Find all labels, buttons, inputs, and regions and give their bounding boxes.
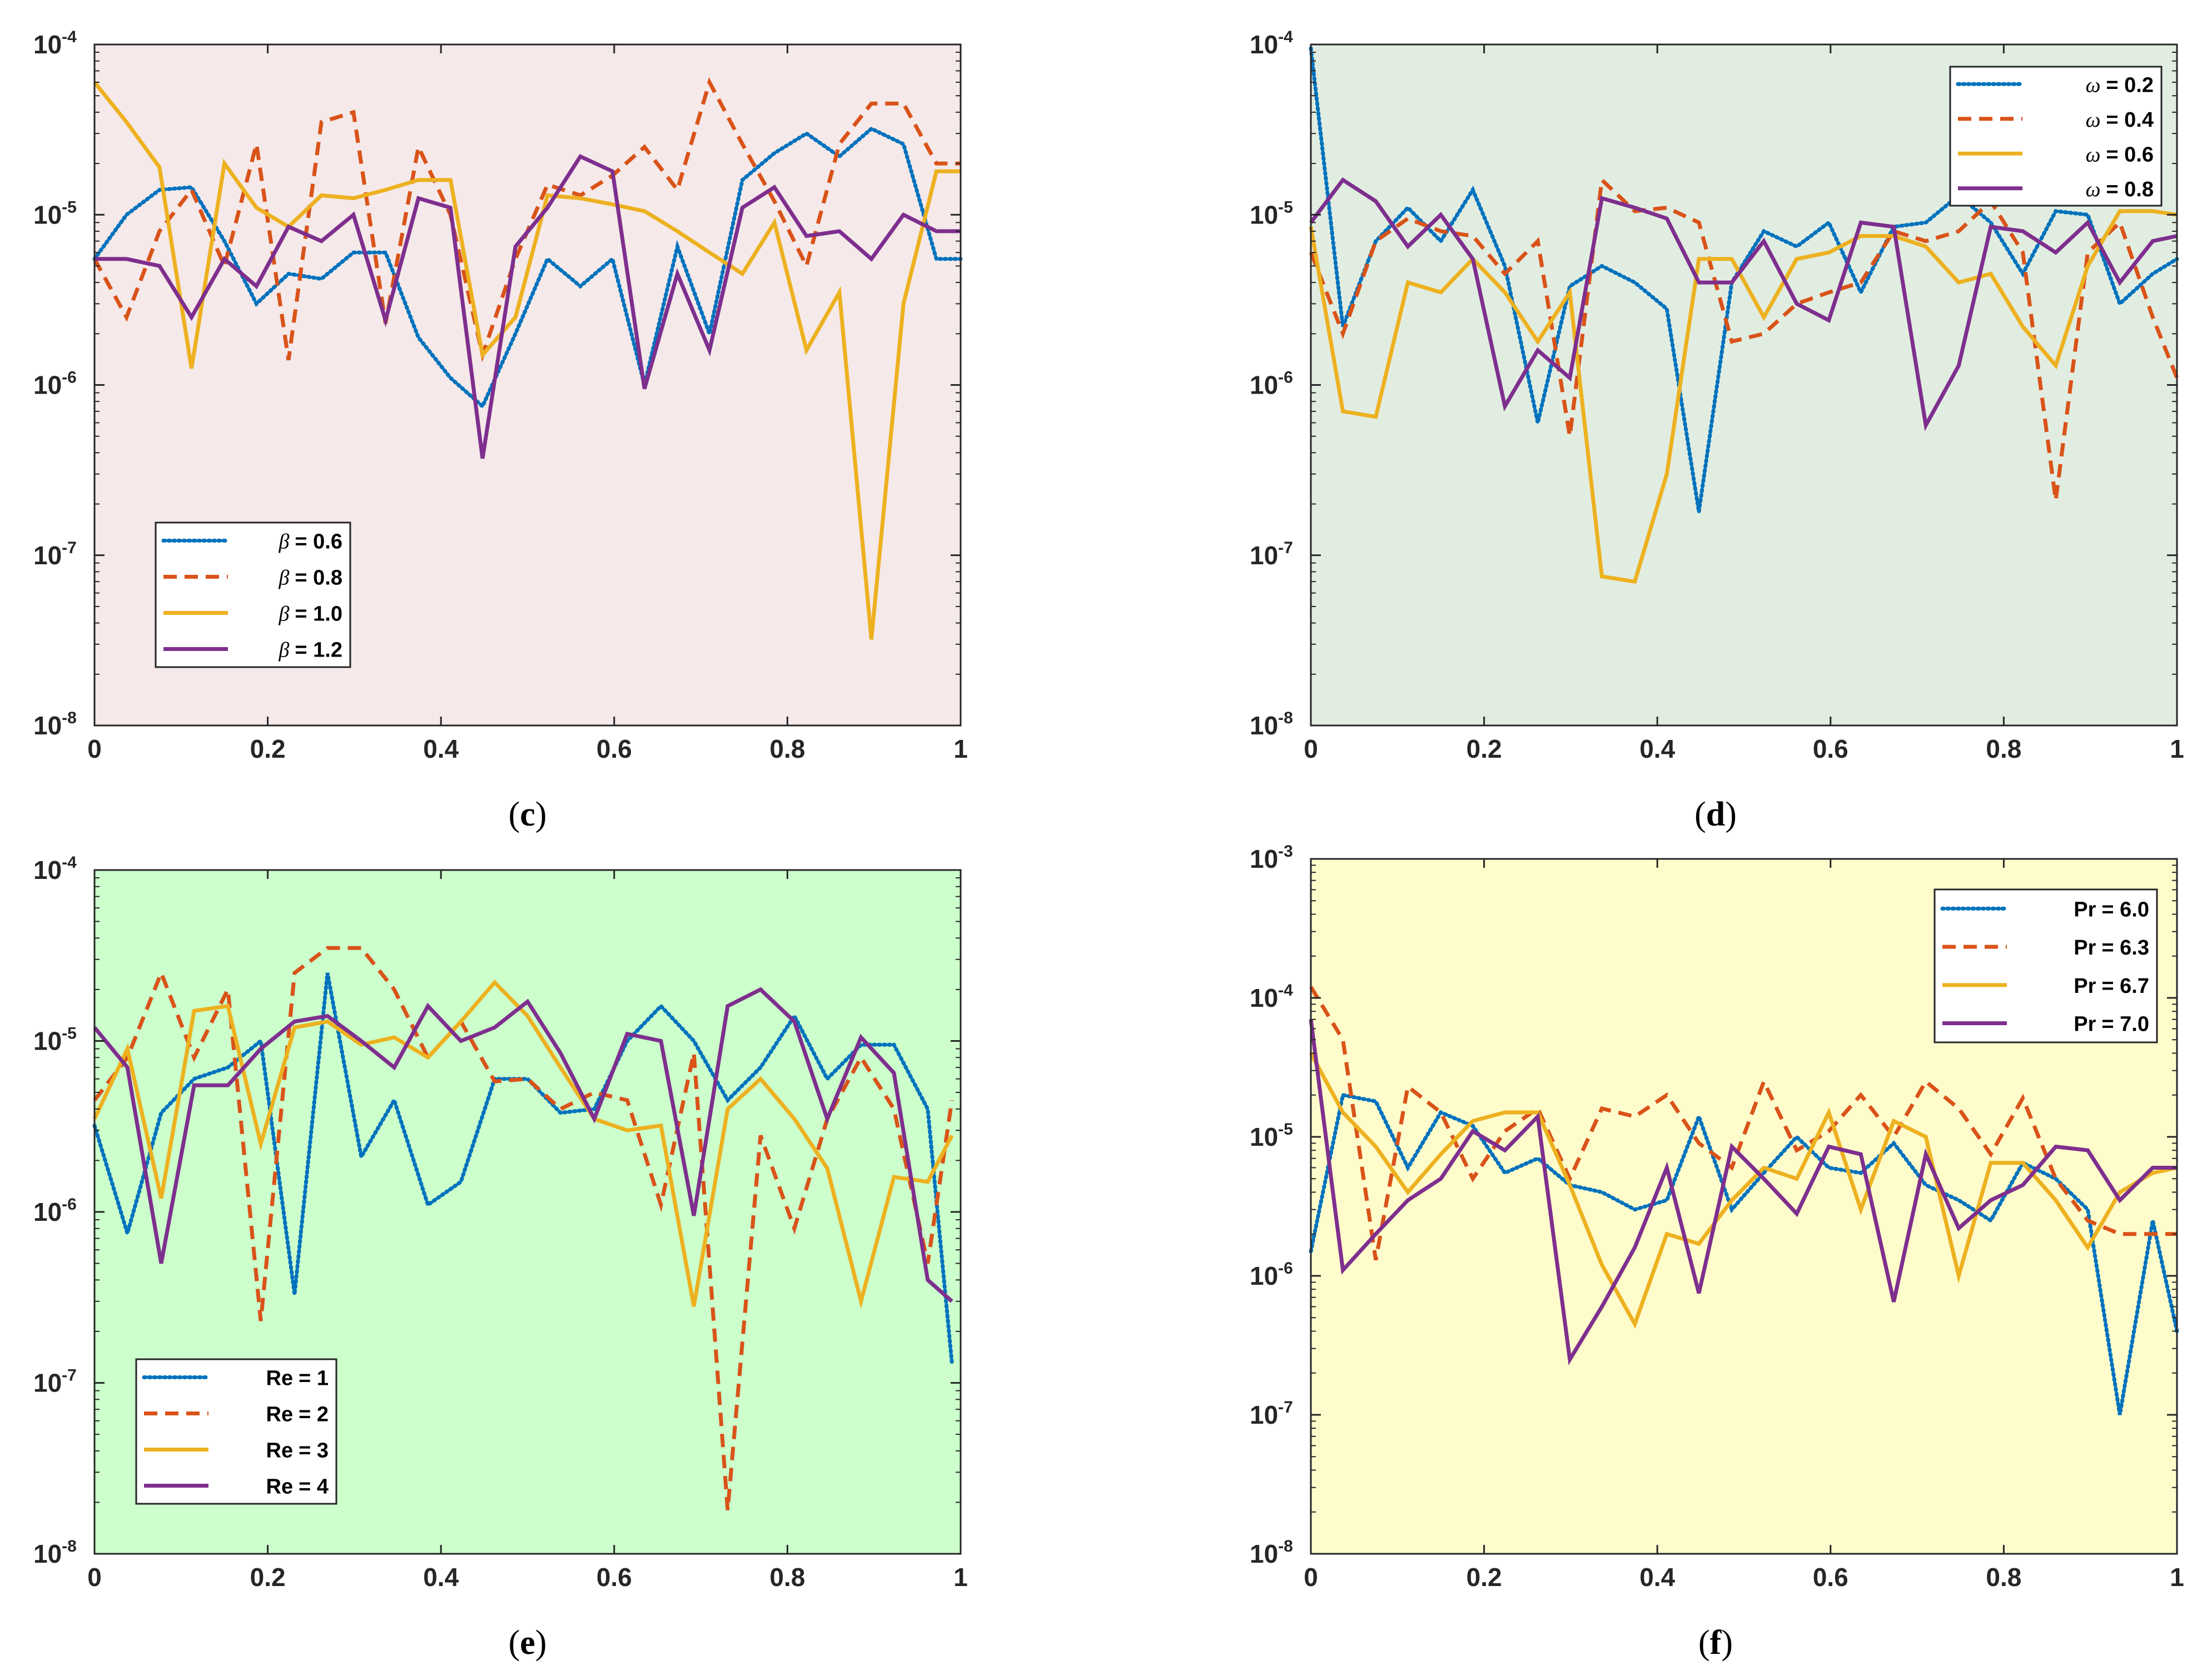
legend-box (155, 521, 351, 668)
x-tick-label: 0 (1304, 734, 1318, 763)
series-line-3 (1309, 209, 2178, 584)
series-line-1 (1309, 1092, 2179, 1415)
panel-d: 0 0.2 0.4 0.6 0.8 1 10-8 10-7 10-6 10-5 10-4 ω = 0.2… (1250, 28, 2184, 833)
series-line-4 (93, 987, 953, 1303)
x-tick-label: 0.8 (769, 1563, 805, 1592)
legend: ω = 0.2 ω = 0.4 ω = 0.6 ω = 0.8 (1949, 66, 2163, 207)
x-tick-label: 0.4 (1639, 734, 1675, 763)
panel-c: 0 0.2 0.4 0.6 0.8 1 10-8 10-7 10-6 10-5 10-4 β = 0.6… (33, 28, 968, 833)
y-tick-label: 10-4 (33, 28, 77, 59)
panel-caption: (d) (1694, 796, 1737, 833)
x-tick-label: 0.2 (250, 734, 286, 763)
series-line-4 (95, 153, 961, 459)
x-tick-label: 0.8 (769, 734, 805, 763)
panel-e: 0 0.2 0.4 0.6 0.8 110-810-710-610-510-4Re = 1R… (33, 853, 968, 1662)
x-tick-label: 0.2 (1467, 734, 1502, 763)
x-tick-label: 0.2 (1467, 1563, 1502, 1592)
y-tick-label: 10-4 (1250, 981, 1293, 1012)
series-line-4 (1309, 1019, 2177, 1365)
y-tick-label: 10-5 (1250, 198, 1293, 229)
legend-box (1949, 66, 2163, 207)
y-tick-label: 10-6 (1250, 369, 1293, 400)
x-tick-label: 0 (1304, 1563, 1318, 1592)
y-tick-label: 10-6 (33, 1195, 77, 1226)
y-tick-label: 10-7 (33, 1366, 77, 1398)
legend-entry: Pr = 6.7 (2074, 975, 2149, 998)
y-tick-label: 10-3 (1250, 842, 1293, 873)
x-tick-label: 0.6 (597, 734, 632, 763)
y-tick-label: 10-5 (33, 198, 77, 229)
x-tick-label: 0 (87, 1563, 102, 1592)
panel-caption: (e) (509, 1624, 547, 1662)
x-tick-label: 1 (2170, 1563, 2184, 1592)
panel-f: 0 0.2 0.4 0.6 0.8 1 10-8 10-7 10-6 10-5 10-4 10-3 Pr… (1250, 842, 2184, 1662)
x-tick-label: 1 (953, 1563, 968, 1592)
y-tick-label: 10-5 (33, 1025, 77, 1056)
y-tick-label: 10-8 (1250, 1537, 1293, 1568)
series-line-2 (1309, 986, 2177, 1261)
legend-entry: ω = 0.4 (2086, 108, 2154, 132)
y-tick-label: 10-5 (1250, 1120, 1293, 1151)
series-line-3 (92, 980, 954, 1309)
legend-entry: Pr = 7.0 (2074, 1013, 2149, 1036)
x-tick-label: 0.6 (1813, 1563, 1848, 1592)
y-tick-label: 10-6 (1250, 1259, 1293, 1290)
x-tick-label: 0.4 (1639, 1563, 1675, 1592)
x-tick-label: 0.8 (1986, 734, 2021, 763)
series-line-4 (1309, 177, 2178, 431)
panel-caption: (c) (509, 796, 547, 833)
x-tick-label: 0.6 (1813, 734, 1848, 763)
legend-box (1933, 888, 2158, 1043)
x-tick-label: 0.6 (597, 1563, 632, 1592)
legend-entry: β = 1.2 (278, 639, 342, 662)
legend-box (135, 1358, 337, 1505)
series-line-3 (93, 81, 961, 640)
legend-entry: β = 0.6 (278, 530, 342, 554)
y-tick-label: 10-7 (1250, 539, 1293, 570)
series-line-3 (1309, 1052, 2178, 1329)
x-tick-label: 0.4 (423, 734, 459, 763)
legend: Re = 1 Re = 2 Re = 3 Re = 4 (135, 1358, 337, 1505)
axes-frame (1310, 858, 2178, 1555)
panel-caption: (f) (1698, 1624, 1733, 1662)
legend-entry: ω = 0.2 (2086, 73, 2154, 97)
legend-entry: Re = 3 (266, 1439, 329, 1463)
y-tick-label: 10-7 (33, 539, 77, 570)
legend-entry: Re = 1 (266, 1367, 329, 1390)
legend-entry: ω = 0.6 (2086, 143, 2154, 166)
x-tick-label: 0.2 (250, 1563, 286, 1592)
legend-entry: ω = 0.8 (2086, 178, 2154, 201)
y-tick-label: 10-8 (1250, 709, 1293, 740)
y-tick-label: 10-4 (1250, 28, 1293, 59)
legend-entry: β = 0.8 (278, 566, 342, 590)
y-tick-label: 10-6 (33, 369, 77, 400)
legend-entry: Re = 2 (266, 1403, 329, 1426)
legend-entry: Pr = 6.3 (2074, 936, 2149, 960)
legend-entry: Re = 4 (266, 1475, 329, 1499)
legend-entry: β = 1.0 (278, 603, 342, 626)
y-tick-label: 10-8 (33, 709, 77, 740)
x-tick-label: 0.8 (1986, 1563, 2021, 1592)
series-line-2 (93, 946, 954, 1510)
legend: β = 0.6 β = 0.8 β = 1.0 β = 1.2 (155, 521, 351, 668)
y-tick-label: 10-4 (33, 853, 77, 884)
y-tick-label: 10-8 (33, 1537, 77, 1568)
x-tick-label: 0 (87, 734, 102, 763)
y-tick-label: 10-7 (1250, 1398, 1293, 1429)
x-tick-label: 0.4 (423, 1563, 459, 1592)
x-tick-label: 1 (953, 734, 968, 763)
x-tick-label: 1 (2170, 734, 2184, 763)
legend: Pr = 6.0 Pr = 6.3 Pr = 6.7 Pr = 7.0 (1933, 888, 2158, 1043)
legend-entry: Pr = 6.0 (2074, 898, 2149, 921)
